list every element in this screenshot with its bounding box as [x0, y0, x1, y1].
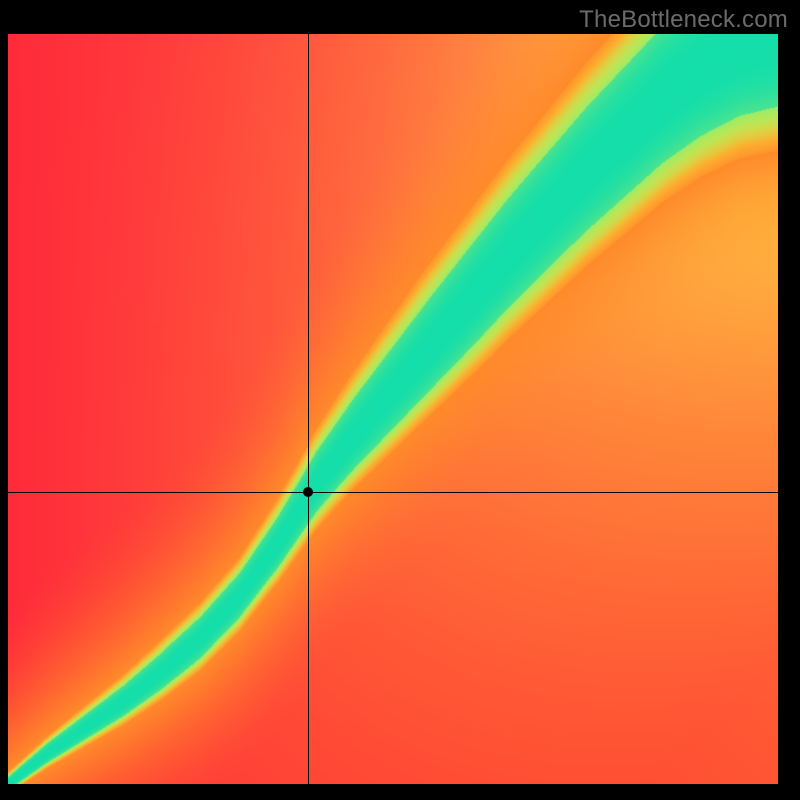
crosshair-horizontal: [8, 492, 778, 493]
plot-area: [8, 34, 778, 784]
watermark-text: TheBottleneck.com: [579, 6, 788, 34]
crosshair-vertical: [308, 34, 309, 784]
chart-container: TheBottleneck.com: [0, 0, 800, 800]
marker-dot: [303, 487, 313, 497]
heatmap-canvas: [8, 34, 778, 784]
